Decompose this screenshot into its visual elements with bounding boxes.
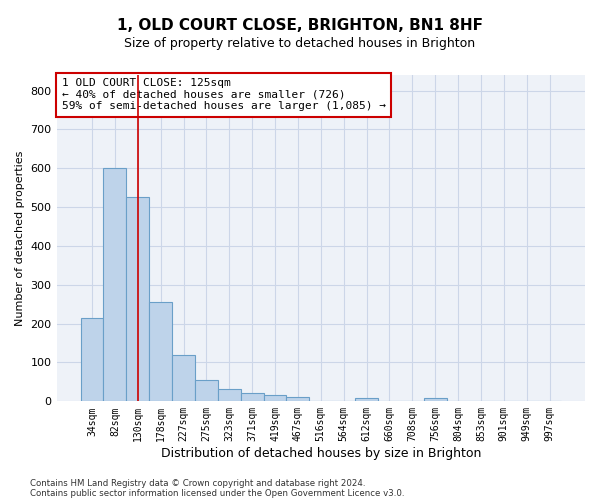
Bar [195,380,218,402]
X-axis label: Distribution of detached houses by size in Brighton: Distribution of detached houses by size … [161,447,481,460]
Text: 1, OLD COURT CLOSE, BRIGHTON, BN1 8HF: 1, OLD COURT CLOSE, BRIGHTON, BN1 8HF [117,18,483,32]
Bar [424,398,446,402]
Bar [218,389,241,402]
Text: Contains HM Land Registry data © Crown copyright and database right 2024.: Contains HM Land Registry data © Crown c… [30,478,365,488]
Bar [241,393,263,402]
Bar [149,302,172,402]
Text: 1 OLD COURT CLOSE: 125sqm
← 40% of detached houses are smaller (726)
59% of semi: 1 OLD COURT CLOSE: 125sqm ← 40% of detac… [62,78,386,112]
Bar [172,356,195,402]
Bar [103,168,127,402]
Bar [80,318,103,402]
Bar [127,198,149,402]
Y-axis label: Number of detached properties: Number of detached properties [15,150,25,326]
Bar [263,394,286,402]
Text: Contains public sector information licensed under the Open Government Licence v3: Contains public sector information licen… [30,488,404,498]
Bar [286,398,310,402]
Bar [355,398,378,402]
Text: Size of property relative to detached houses in Brighton: Size of property relative to detached ho… [124,38,476,51]
